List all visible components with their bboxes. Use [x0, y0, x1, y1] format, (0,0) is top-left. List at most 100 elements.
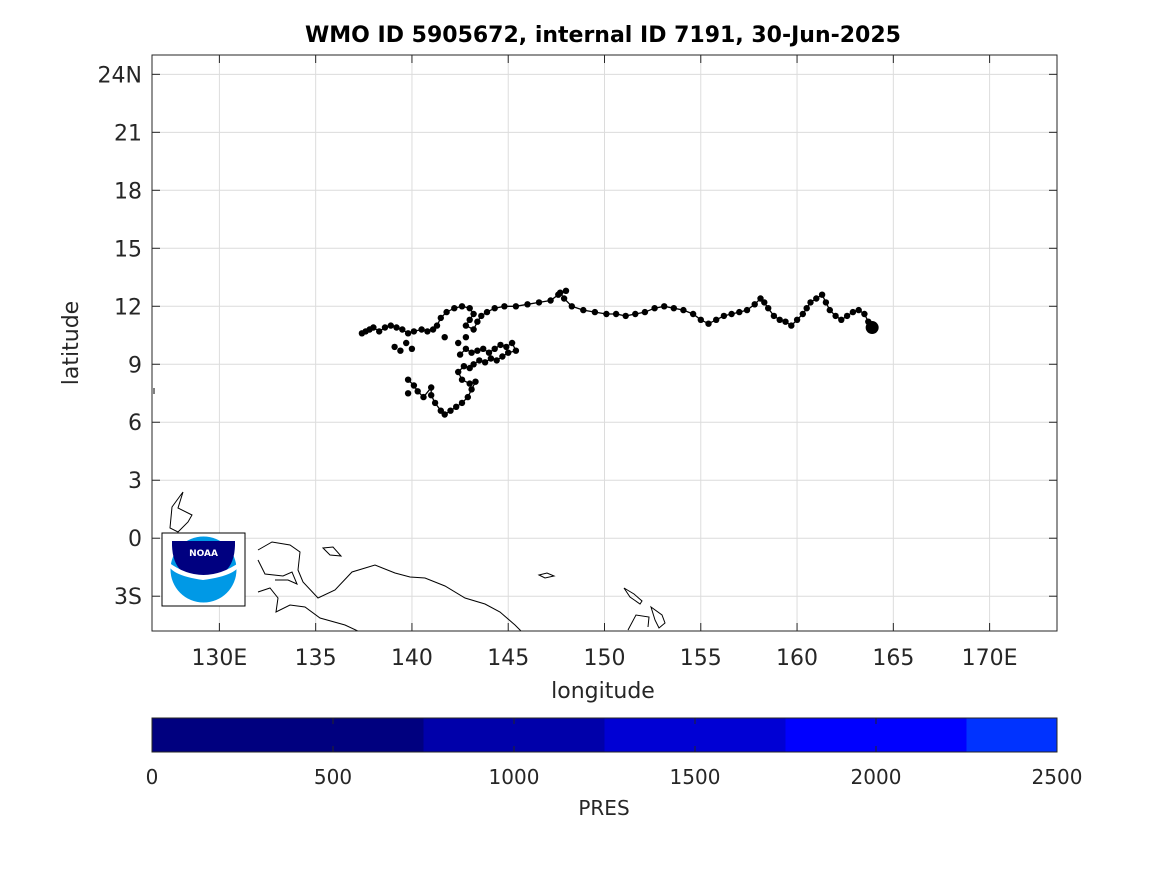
track-point — [474, 318, 481, 325]
track-point — [680, 306, 687, 314]
track-point — [381, 324, 389, 331]
track-point — [460, 363, 468, 370]
track-point — [424, 328, 431, 335]
y-axis-label: latitude — [59, 301, 84, 385]
track-point — [399, 326, 406, 333]
float-track — [358, 287, 879, 418]
track-point — [568, 303, 575, 310]
track-point — [562, 287, 570, 294]
track-point — [855, 306, 862, 314]
track-point — [512, 347, 520, 354]
y-tick-label: 3S — [114, 585, 142, 610]
track-point — [557, 289, 564, 296]
track-point — [403, 339, 410, 347]
track-point — [826, 306, 833, 314]
track-point — [410, 328, 418, 335]
y-tick-label: 24N — [98, 63, 142, 88]
track-point — [713, 316, 720, 323]
track-point — [803, 305, 810, 312]
track-point — [476, 357, 483, 364]
track-point — [418, 326, 425, 333]
track-point — [799, 310, 806, 318]
track-point — [376, 328, 383, 335]
track-point — [661, 303, 668, 310]
track-point — [491, 345, 498, 352]
track-point — [838, 316, 845, 323]
coastline-peninsula — [257, 559, 298, 585]
track-point — [788, 322, 795, 329]
track-point — [720, 312, 728, 320]
x-tick-label: 155 — [680, 646, 722, 671]
track-point — [428, 392, 435, 399]
island-bougainville — [650, 605, 666, 629]
coastline-new-guinea — [257, 541, 522, 631]
track-point — [441, 334, 448, 341]
track-point — [468, 349, 475, 356]
track-point — [743, 306, 751, 314]
track-point — [466, 364, 473, 372]
track-point — [736, 308, 743, 316]
track-point — [782, 318, 789, 325]
track-point — [535, 299, 543, 306]
track-point — [428, 384, 435, 391]
track-point — [547, 297, 554, 304]
x-tick-label: 170E — [962, 646, 1018, 671]
last-position-marker — [865, 321, 879, 335]
x-tick-label: 140 — [391, 646, 433, 671]
track-point — [689, 310, 697, 318]
track-point — [807, 299, 814, 306]
track-point — [632, 310, 639, 318]
colorbar-frame — [151, 717, 1058, 753]
track-point — [822, 299, 830, 306]
track-point — [456, 351, 464, 358]
colorbar-tick-label: 500 — [314, 765, 352, 789]
track-point — [761, 299, 768, 306]
track-point — [818, 291, 826, 298]
svg-text:NOAA: NOAA — [189, 549, 218, 559]
track-point — [493, 357, 500, 364]
track-point — [861, 310, 868, 318]
track-point — [437, 407, 444, 414]
track-point — [470, 326, 477, 333]
track-point — [455, 339, 462, 347]
track-point — [843, 312, 851, 320]
track-point — [397, 347, 404, 354]
track-point — [391, 343, 398, 351]
y-tick-label: 0 — [128, 527, 142, 552]
track-point — [458, 376, 466, 383]
track-point — [474, 347, 481, 354]
track-point — [508, 339, 516, 347]
track-point — [464, 393, 471, 401]
track-point — [453, 403, 460, 410]
colorbar-tick-label: 0 — [146, 765, 159, 789]
track-point — [462, 345, 470, 352]
track-point — [447, 407, 454, 414]
track-point — [466, 380, 473, 387]
track-point — [431, 399, 439, 407]
x-tick-label: 145 — [487, 646, 529, 671]
track-point — [404, 376, 412, 383]
track-point — [472, 378, 479, 385]
track-point — [462, 322, 470, 329]
track-point — [485, 349, 493, 356]
track-point — [813, 295, 820, 302]
y-tick-label: 21 — [114, 121, 142, 146]
track-point — [451, 305, 458, 312]
y-tick-label: 6 — [128, 411, 142, 436]
colorbar-label: PRES — [578, 796, 629, 820]
x-axis-label: longitude — [551, 679, 655, 704]
coastline-south-coast — [257, 587, 360, 631]
track-point — [480, 345, 487, 352]
track-point — [793, 316, 801, 323]
track-point — [491, 305, 498, 312]
track-point — [443, 308, 450, 316]
x-tick-label: 160 — [776, 646, 818, 671]
track-point — [670, 305, 677, 312]
island-biak — [321, 546, 343, 557]
track-point — [651, 305, 658, 312]
track-point — [849, 308, 857, 316]
track-point — [414, 388, 421, 395]
track-point — [437, 314, 444, 322]
track-point — [765, 305, 772, 312]
